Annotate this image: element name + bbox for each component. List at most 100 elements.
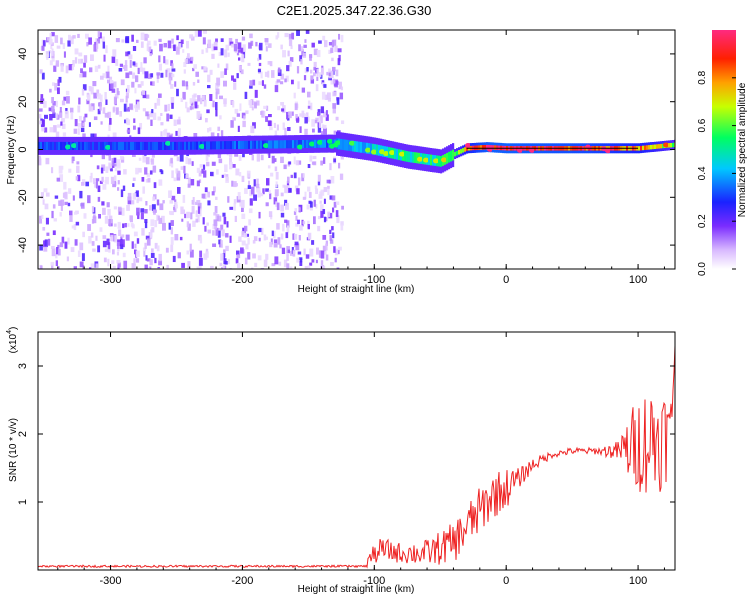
spectrogram-cell: [251, 106, 254, 111]
spectrogram-cell: [127, 51, 131, 55]
spectrogram-cell: [114, 167, 118, 172]
spectrogram-xtick-label: 0: [503, 274, 509, 286]
spectrogram-cell: [160, 72, 164, 78]
spectrogram-cell: [280, 73, 285, 80]
spectrogram-cell: [225, 63, 229, 71]
spectrogram-cell: [308, 191, 312, 198]
spectrogram-cell: [311, 161, 316, 165]
spectrogram-cell: [306, 204, 310, 210]
spectrogram-cell: [329, 229, 332, 235]
spectrogram-cell: [441, 157, 447, 163]
spectrogram-cell: [452, 149, 455, 161]
spectrogram-cell: [60, 37, 63, 45]
spectrogram-cell: [129, 215, 133, 223]
spectrogram-cell: [148, 141, 151, 150]
spectrogram-cell: [199, 250, 203, 258]
spectrogram-cell: [144, 209, 148, 214]
spectrogram-cell: [248, 180, 251, 187]
spectrogram-cell: [115, 107, 119, 115]
spectrogram-cell: [318, 120, 322, 128]
spectrogram-cell: [175, 130, 178, 136]
spectrogram-cell: [668, 143, 671, 148]
colorbar: 0.0 0.2 0.4 0.6 0.8 Normalized spectral ampl…: [697, 30, 748, 276]
spectrogram-cell: [274, 158, 277, 162]
spectrogram-cell: [88, 236, 92, 244]
spectrogram-cell: [165, 69, 168, 78]
spectrogram-cell: [241, 231, 245, 237]
spectrogram-cell: [156, 74, 160, 79]
spectrogram-cell: [238, 236, 242, 242]
spectrogram-cell: [164, 141, 167, 150]
spectrogram-cell: [340, 138, 343, 150]
spectrogram-cell: [328, 42, 332, 46]
spectrogram-cell: [174, 204, 178, 209]
spectrogram-cell: [215, 196, 218, 200]
spectrogram-cell: [271, 263, 276, 267]
spectrogram-cell: [460, 149, 463, 154]
spectrogram-cell: [205, 47, 209, 53]
spectrogram-cell: [333, 246, 336, 253]
spectrogram-cell: [218, 239, 222, 245]
spectrogram-cell: [265, 188, 270, 192]
spectrogram-cell: [132, 61, 136, 66]
spectrogram-cell: [360, 141, 363, 153]
spectrogram-cell: [328, 49, 332, 55]
spectrogram-cell: [97, 31, 101, 38]
spectrogram-cell: [329, 239, 334, 244]
spectrogram-cell: [298, 177, 301, 186]
spectrogram-cell: [217, 126, 221, 132]
spectrogram-cell: [201, 66, 205, 70]
snr-xtick-label: -300: [100, 575, 122, 587]
spectrogram-cell: [257, 57, 260, 62]
spectrogram-cell: [224, 164, 228, 173]
spectrogram-cell: [121, 234, 125, 238]
spectrogram-cell: [97, 108, 101, 115]
spectrogram-cell: [132, 141, 135, 150]
spectrogram-cell: [315, 204, 318, 209]
spectrogram-cell: [259, 42, 263, 51]
spectrogram-cell: [254, 140, 257, 149]
spectrogram-cell: [133, 118, 136, 123]
spectrogram-cell: [302, 173, 305, 178]
spectrogram-cell: [38, 157, 42, 165]
spectrogram-cell: [74, 57, 78, 64]
spectrogram-cell: [82, 231, 85, 238]
spectrogram-cell: [248, 42, 252, 49]
spectrogram-cell: [220, 38, 224, 42]
colorbar-tick-label: 0.4: [697, 166, 708, 180]
spectrogram-cell: [83, 55, 88, 63]
spectrogram-cell: [122, 239, 125, 248]
spectrogram-cell: [267, 61, 271, 65]
spectrogram-cell: [186, 173, 189, 179]
spectrogram-cell: [83, 62, 86, 68]
spectrogram-cell: [330, 47, 334, 53]
spectrogram-cell: [112, 107, 115, 113]
spectrogram-cell: [316, 76, 319, 81]
spectrogram-cell: [529, 147, 535, 153]
spectrogram-cell: [332, 39, 337, 47]
spectrogram-cell: [158, 141, 161, 150]
colorbar-label: Normalized spectral amplitude: [737, 82, 748, 217]
spectrogram-cell: [120, 236, 123, 241]
spectrogram-cell: [252, 140, 255, 149]
spectrogram-cell: [276, 140, 279, 149]
spectrogram-cell: [125, 72, 130, 79]
spectrogram-cell: [93, 133, 97, 140]
spectrogram-cell: [173, 177, 177, 182]
spectrogram-cell: [170, 97, 175, 105]
spectrogram-cell: [176, 119, 181, 125]
spectrogram-cell: [185, 101, 188, 109]
spectrogram-cell: [236, 49, 240, 56]
spectrogram-cell: [40, 141, 43, 150]
spectrogram-cell: [180, 98, 184, 103]
spectrogram-cell: [215, 227, 219, 236]
spectrogram-cell: [201, 95, 205, 101]
spectrogram-cell: [140, 141, 143, 150]
spectrogram-cell: [261, 110, 264, 118]
spectrogram-cell: [313, 48, 318, 56]
spectrogram-cell: [480, 145, 483, 150]
spectrogram-cell: [196, 141, 199, 150]
spectrogram-cell: [128, 71, 133, 75]
spectrogram-cell: [171, 68, 176, 72]
spectrogram-cell: [165, 140, 171, 146]
